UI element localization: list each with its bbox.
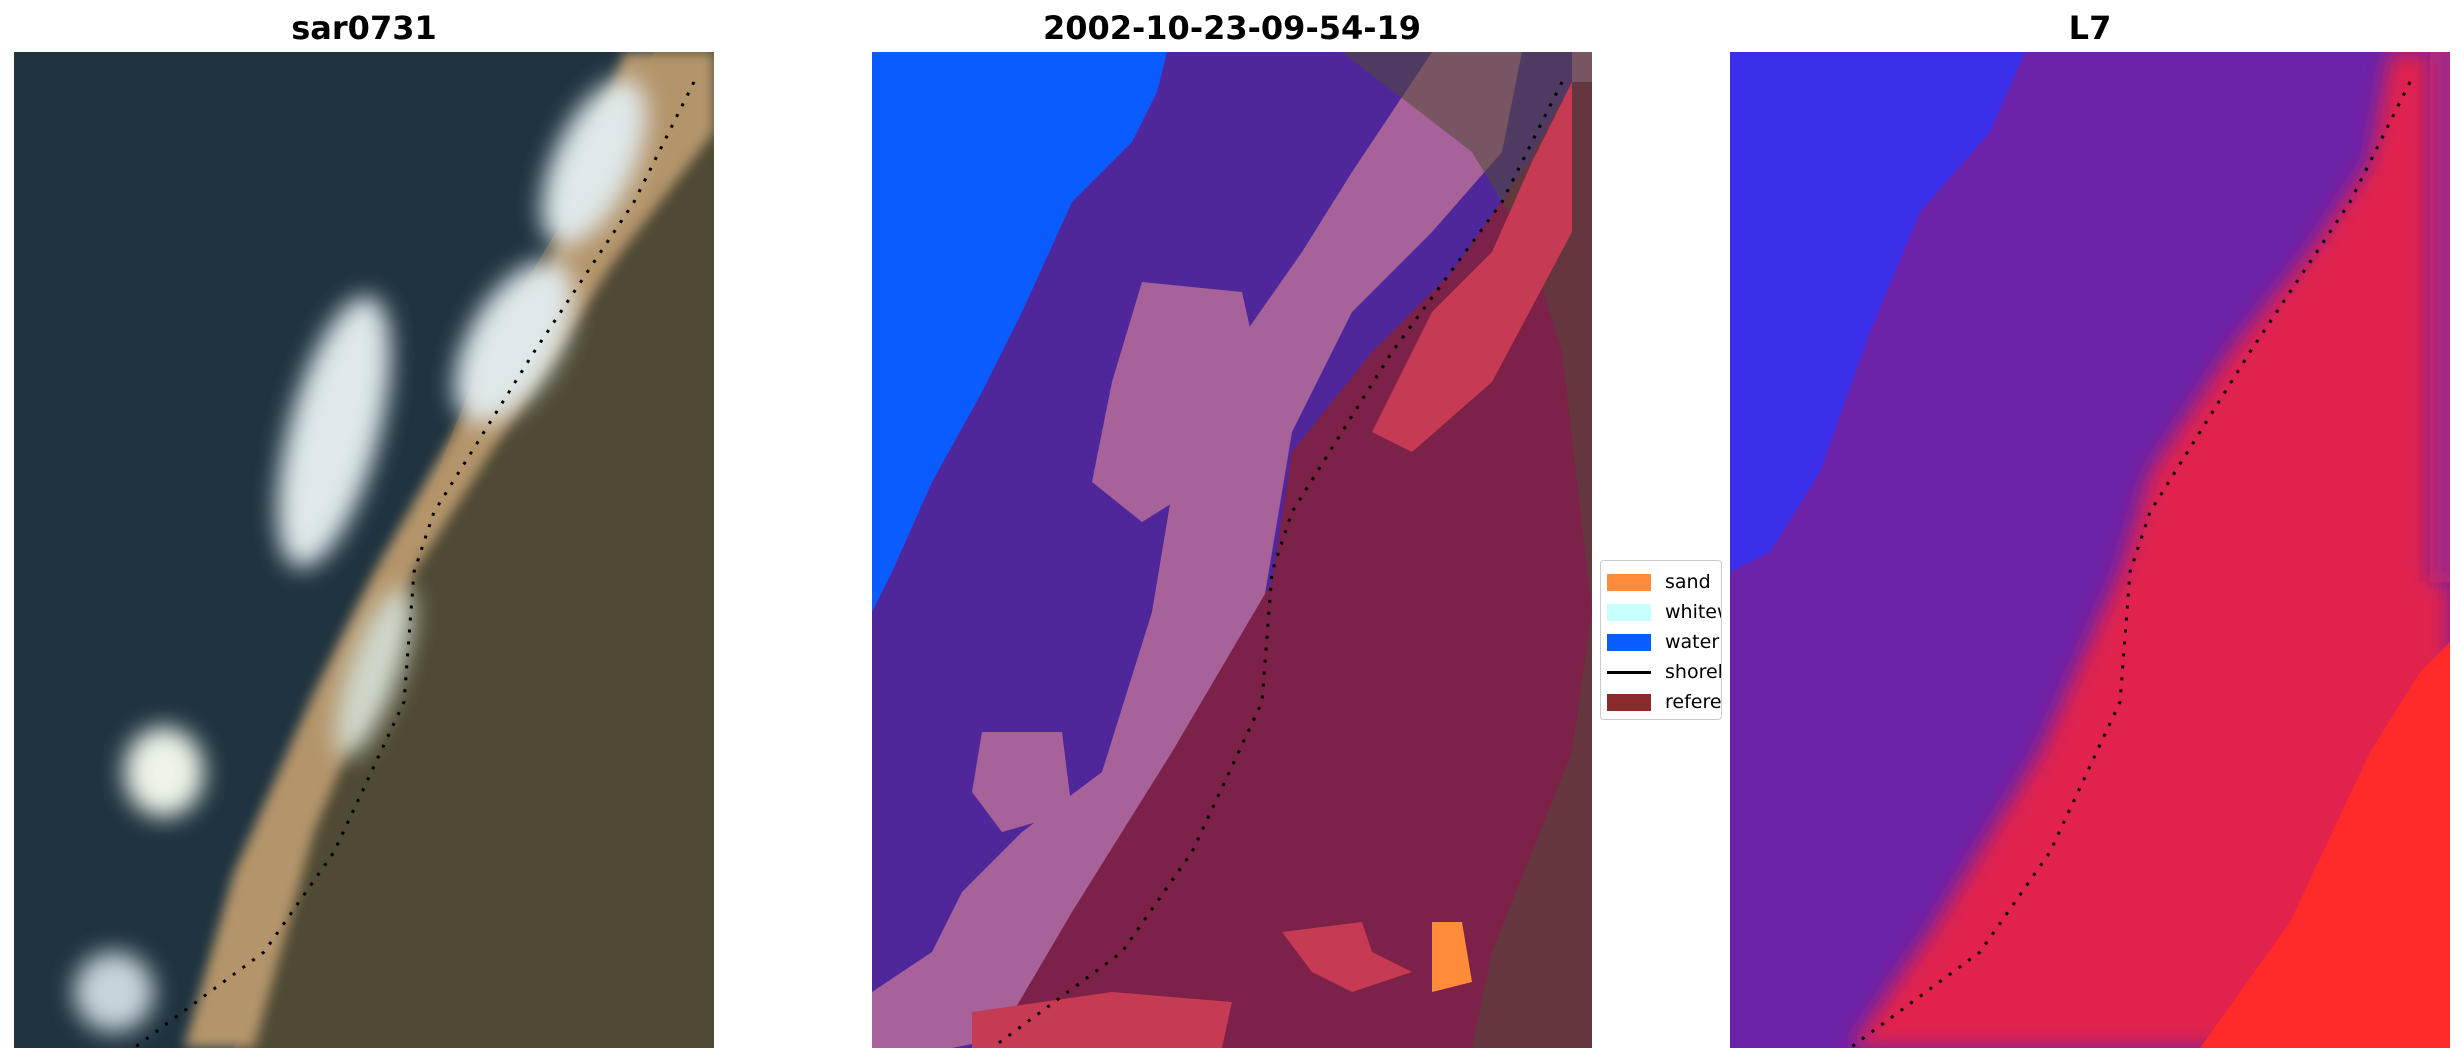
shoreline-classified (991, 81, 1564, 1048)
rgb-image-panel (14, 52, 714, 1048)
panel-title-mndwi: L7 (2068, 9, 2112, 47)
index-bright-red-area (2200, 642, 2450, 1048)
legend-label-shoreline: shorel (1665, 661, 1722, 683)
whitewater-patches (74, 78, 647, 1032)
class-pink-band (872, 52, 1522, 1048)
class-pink-patch-1 (1092, 282, 1262, 522)
class-pink-patch-2 (972, 732, 1072, 832)
land-area (234, 52, 714, 1048)
legend-label-reference: referen (1665, 691, 1722, 713)
index-red-area (1850, 52, 2450, 1048)
index-blue-area (1730, 52, 2025, 572)
class-red-band (1372, 82, 1572, 452)
legend-item-shoreline: shorel (1607, 659, 1722, 685)
legend-item-reference: referen (1607, 689, 1722, 715)
classified-image-panel (872, 52, 1592, 1048)
legend-item-water: water (1607, 629, 1719, 655)
class-sand-patch (1432, 922, 1472, 992)
shoreline-index (1849, 81, 2412, 1048)
index-image-panel (1730, 52, 2450, 1048)
legend-line-shoreline (1607, 670, 1651, 674)
legend-label-sand: sand (1665, 571, 1711, 593)
legend-swatch-sand (1607, 573, 1651, 591)
panel-title-classified: 2002-10-23-09-54-19 (1042, 9, 1422, 47)
panel-title-rgb: sar0731 (291, 9, 437, 47)
class-red-bottom (972, 992, 1232, 1048)
legend-swatch-whitewater (1607, 603, 1651, 621)
shoreline-rgb (133, 81, 696, 1048)
classified-image (872, 52, 1592, 1048)
index-image (1730, 52, 2450, 1048)
legend-item-sand: sand (1607, 569, 1711, 595)
rgb-image (14, 52, 714, 1048)
legend-swatch-water (1607, 633, 1651, 651)
beach-strip (184, 52, 714, 1048)
index-edge-strip (2430, 52, 2450, 582)
class-water-area (872, 52, 1167, 612)
class-red-patch (1282, 922, 1412, 992)
legend-swatch-reference (1607, 693, 1651, 711)
legend-label-water: water (1665, 631, 1720, 653)
